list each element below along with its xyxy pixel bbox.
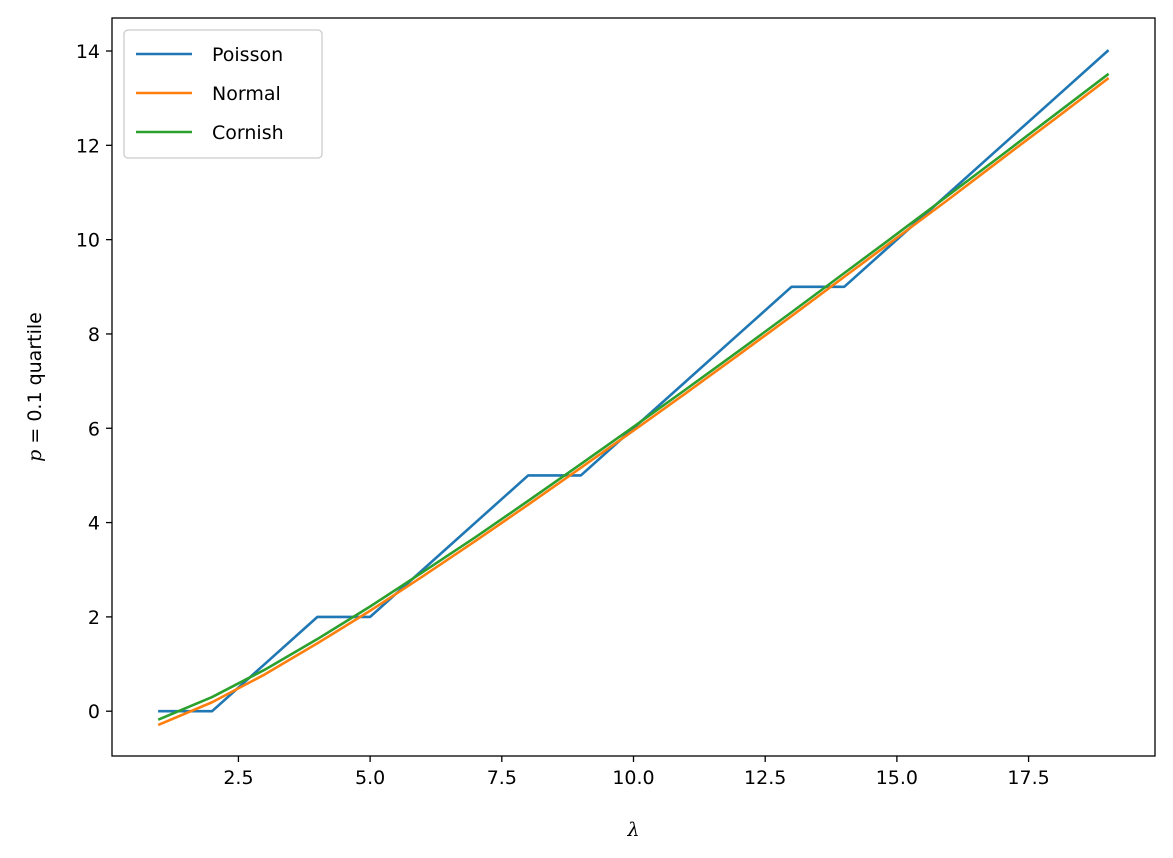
y-axis-ticks: 0 2 4 6 8 10 12 14 bbox=[76, 41, 112, 723]
legend-label-normal: Normal bbox=[212, 83, 281, 105]
x-tick-label: 17.5 bbox=[1007, 767, 1049, 789]
y-tick-label: 4 bbox=[88, 513, 100, 535]
y-tick-label: 14 bbox=[76, 41, 100, 63]
plot-frame bbox=[111, 17, 1156, 757]
x-tick-label: 10.0 bbox=[612, 767, 654, 789]
y-axis-label-variable: p bbox=[24, 450, 46, 462]
y-tick-label: 6 bbox=[88, 418, 100, 440]
x-tick-label: 7.5 bbox=[487, 767, 517, 789]
y-tick-label: 8 bbox=[88, 324, 100, 346]
legend-box bbox=[123, 29, 323, 159]
legend-label-poisson: Poisson bbox=[212, 44, 283, 66]
series-layer bbox=[157, 49, 1110, 727]
x-axis-ticks: 2.5 5.0 7.5 10.0 12.5 15.0 17.5 bbox=[223, 756, 1050, 789]
x-tick-label: 5.0 bbox=[355, 767, 385, 789]
legend: Poisson Normal Cornish bbox=[123, 29, 323, 159]
x-axis-label: λ bbox=[626, 819, 639, 841]
y-axis-label: p = 0.1 quartile bbox=[24, 312, 46, 462]
legend-label-cornish: Cornish bbox=[212, 122, 284, 144]
y-tick-label: 0 bbox=[88, 701, 100, 723]
x-tick-label: 2.5 bbox=[223, 767, 253, 789]
y-tick-label: 2 bbox=[88, 607, 100, 629]
y-tick-label: 10 bbox=[76, 230, 100, 252]
y-tick-label: 12 bbox=[76, 135, 100, 157]
x-tick-label: 15.0 bbox=[876, 767, 918, 789]
series-line-cornish bbox=[157, 72, 1110, 721]
series-line-normal bbox=[157, 77, 1110, 727]
x-tick-label: 12.5 bbox=[744, 767, 786, 789]
y-axis-label-text: = 0.1 quartile bbox=[24, 312, 46, 450]
